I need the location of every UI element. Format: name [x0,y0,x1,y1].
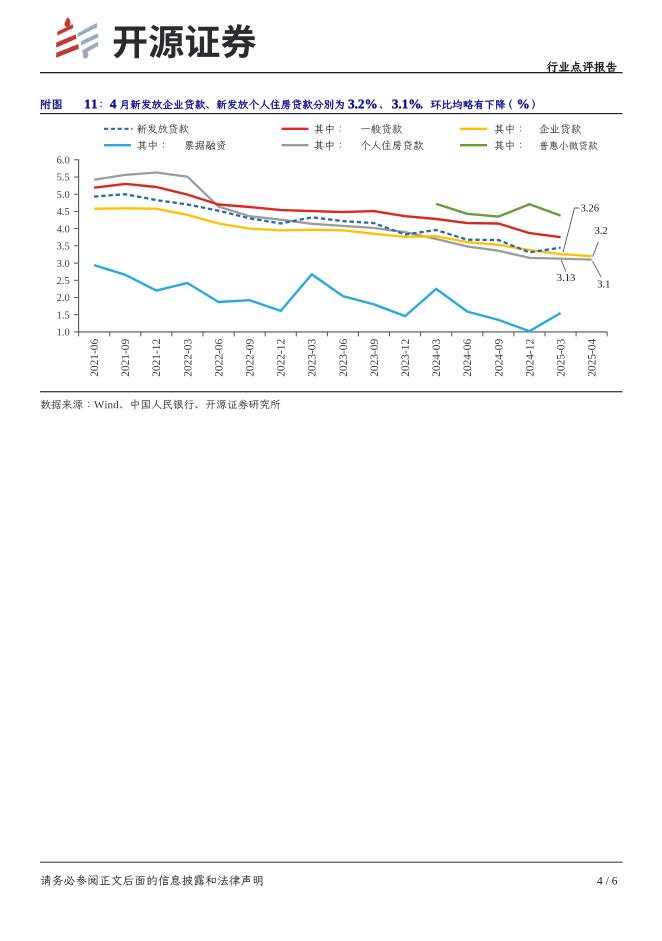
svg-text:4.0: 4.0 [57,224,70,235]
svg-text:2024-03: 2024-03 [431,339,443,377]
svg-text:2023-06: 2023-06 [338,339,350,377]
svg-text:1.0: 1.0 [57,328,70,339]
svg-text:2024-12: 2024-12 [524,339,536,377]
svg-text:2022-09: 2022-09 [245,339,257,377]
svg-text:2025-03: 2025-03 [556,339,568,377]
svg-text:3.13: 3.13 [557,273,576,284]
svg-text:3.26: 3.26 [581,204,600,215]
svg-text:3.2: 3.2 [595,226,608,237]
svg-text:2022-12: 2022-12 [276,339,288,377]
svg-text:2023-09: 2023-09 [369,339,381,377]
svg-text:2024-09: 2024-09 [493,339,505,377]
svg-text:5.0: 5.0 [57,190,70,201]
svg-text:2.5: 2.5 [57,276,70,287]
svg-text:2024-06: 2024-06 [462,339,474,377]
svg-text:3.1: 3.1 [597,280,610,291]
svg-text:2025-04: 2025-04 [587,339,599,377]
svg-text:2023-03: 2023-03 [307,339,319,377]
svg-text:2023-12: 2023-12 [400,339,412,377]
svg-text:5.5: 5.5 [57,173,70,184]
svg-text:4.5: 4.5 [57,207,70,218]
svg-text:3.5: 3.5 [57,242,70,253]
svg-text:1.5: 1.5 [57,310,70,321]
svg-text:6.0: 6.0 [57,156,70,167]
svg-text:2021-12: 2021-12 [151,339,163,377]
svg-text:2022-06: 2022-06 [213,339,225,377]
svg-text:4 / 6: 4 / 6 [597,876,618,888]
svg-text:2021-06: 2021-06 [89,339,101,377]
svg-text:2021-09: 2021-09 [120,339,132,377]
svg-text:2022-03: 2022-03 [182,339,194,377]
svg-text:3.0: 3.0 [57,259,70,270]
svg-text:2.0: 2.0 [57,293,70,304]
